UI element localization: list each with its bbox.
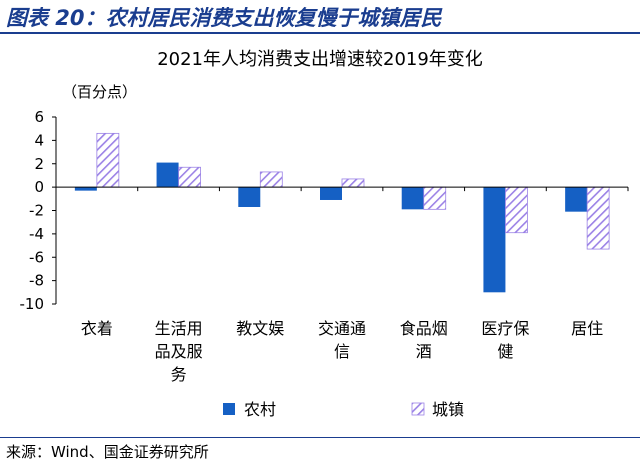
- x-tick-label: 信: [334, 342, 350, 361]
- bar-urban: [259, 171, 283, 188]
- y-tick-label: -4: [29, 225, 44, 243]
- legend-swatch-urban: [411, 402, 425, 416]
- y-tick-label: -10: [20, 295, 45, 313]
- bar-rural: [74, 187, 97, 191]
- x-tick-label: 衣着: [81, 319, 113, 338]
- x-tick-label: 健: [497, 342, 513, 361]
- bar-urban: [178, 166, 201, 188]
- y-tick-label: 4: [34, 131, 44, 149]
- y-tick-label: 0: [34, 178, 44, 196]
- bar-rural: [156, 162, 179, 188]
- bar-chart: 2021年人均消费支出增速较2019年变化 （百分点） 6 4 2 0 -2 -4 -6 -8…: [20, 49, 629, 419]
- legend-swatch-rural: [223, 403, 235, 415]
- x-tick-label: 医疗保: [481, 319, 529, 338]
- x-tick-label: 教文娱: [236, 319, 284, 338]
- bar-rural: [320, 187, 342, 200]
- x-tick-label: 品及服: [155, 342, 203, 361]
- bar-rural: [238, 187, 261, 207]
- bar-urban: [423, 186, 447, 210]
- y-tick-label: -6: [29, 248, 44, 266]
- bar-urban: [505, 186, 528, 234]
- x-tick-label: 生活用: [155, 319, 203, 338]
- footer-rule: [0, 437, 640, 438]
- y-tick-label: 2: [34, 155, 44, 173]
- bar-urban: [341, 178, 365, 188]
- title-rule: [0, 32, 640, 34]
- x-tick-label: 务: [171, 365, 187, 384]
- legend-label-urban: 城镇: [432, 400, 464, 419]
- y-tick-label: -8: [29, 272, 44, 290]
- x-tick-label: 交通通: [318, 319, 366, 338]
- legend-label-rural: 农村: [244, 400, 276, 419]
- x-tick-label: 居住: [571, 319, 603, 338]
- y-tick-label: 6: [34, 108, 44, 126]
- y-tick-label: -2: [29, 202, 44, 220]
- bar-urban: [586, 186, 610, 250]
- bar-urban: [96, 132, 120, 188]
- chart-title: 2021年人均消费支出增速较2019年变化: [157, 49, 483, 70]
- bar-rural: [401, 187, 424, 210]
- bar-rural: [565, 187, 588, 212]
- bar-rural: [483, 187, 506, 293]
- x-tick-label: 食品烟: [400, 319, 448, 338]
- source-note: 来源：Wind、国金证券研究所: [6, 443, 209, 461]
- figure-title: 图表 20：农村居民消费支出恢复慢于城镇居民: [6, 6, 442, 30]
- x-tick-label: 酒: [416, 342, 432, 361]
- y-unit-label: （百分点）: [62, 83, 137, 101]
